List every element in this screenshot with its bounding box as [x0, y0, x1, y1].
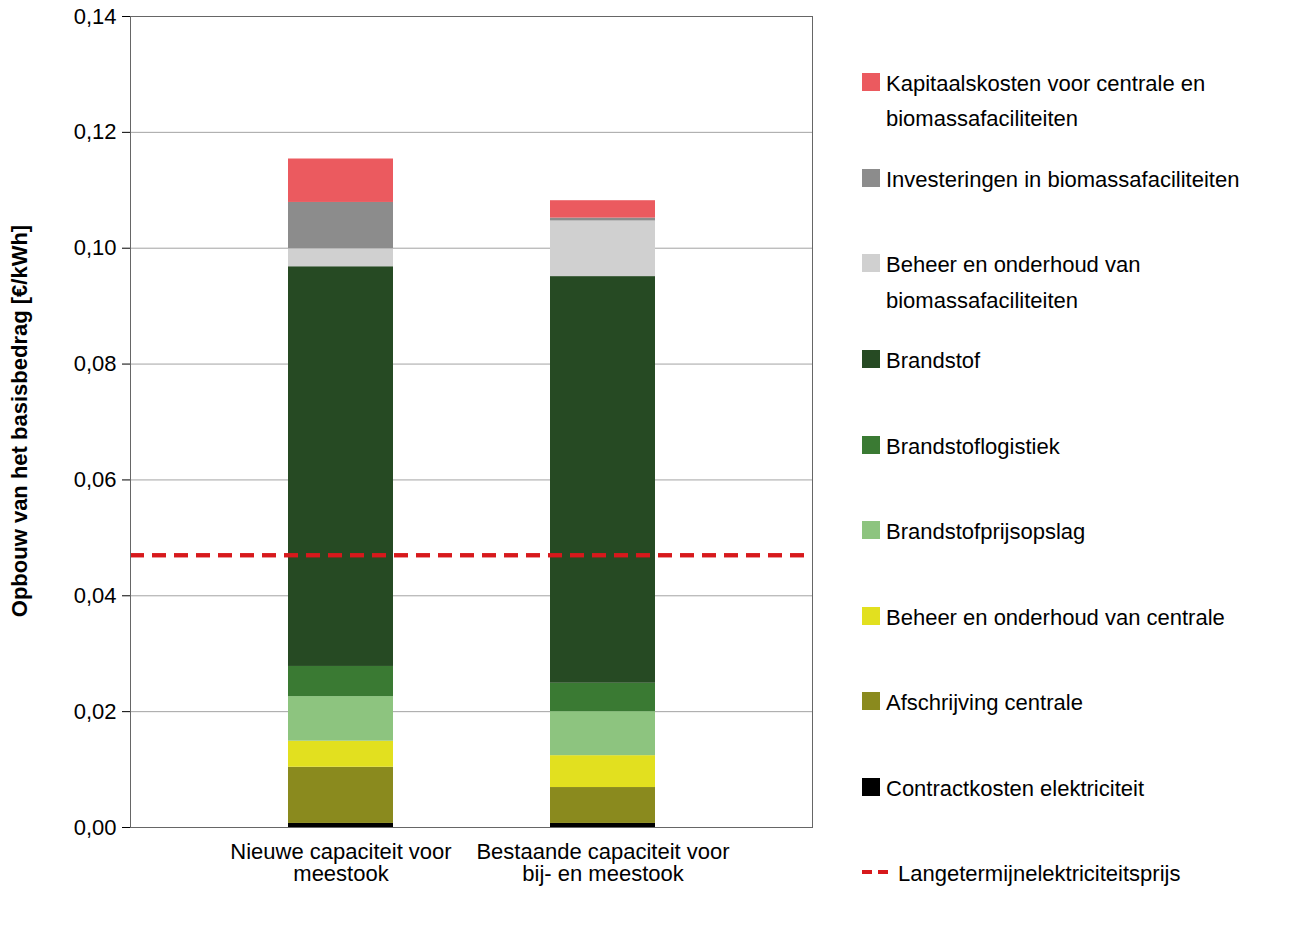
html-text:Opbouw van het basisbedrag [€/: Opbouw van het basisbedrag [€/kWh]: [7, 224, 32, 618]
html-text:Beheer en onderhoud van centra: Beheer en onderhoud van centrale: [886, 604, 1225, 630]
html-text:Afschrijving centrale: Afschrijving centrale: [886, 690, 1083, 715]
html-text:Beheer en onderhoud van biomas: Beheer en onderhoud van biomassafacilite…: [886, 252, 1141, 313]
svg-text:0,10: 0,10: [74, 235, 117, 260]
svg-text:0,14: 0,14: [74, 4, 117, 29]
svg-text:Nieuwe capaciteit voormeestook: Nieuwe capaciteit voormeestook: [230, 839, 451, 886]
svg-text:0,00: 0,00: [74, 815, 117, 840]
svg-text:0,02: 0,02: [74, 699, 117, 724]
svg-text:0,06: 0,06: [74, 467, 117, 492]
html-text:Brandstof: Brandstof: [886, 348, 981, 374]
svg-text:Bestaande capaciteit voorbij-: Bestaande capaciteit voorbij- en meestoo…: [476, 839, 729, 886]
svg-text:0,08: 0,08: [74, 351, 117, 376]
svg-text:0,12: 0,12: [74, 119, 117, 144]
html-text:Brandstoflogistiek: Brandstoflogistiek: [886, 433, 1060, 459]
html-text:Investeringen in biomassafacil: Investeringen in biomassafaciliteiten: [886, 166, 1240, 192]
html-text:Kapitaalskosten voor centrale: Kapitaalskosten voor centrale en biomass…: [886, 71, 1206, 132]
html-text:Langetermijnelektriciteitsprij: Langetermijnelektriciteitsprijs: [898, 861, 1181, 886]
html-text:Brandstofprijsopslag: Brandstofprijsopslag: [886, 519, 1086, 545]
svg-text:0,04: 0,04: [74, 583, 117, 608]
html-text:Contractkosten elektriciteit: Contractkosten elektriciteit: [886, 775, 1144, 801]
